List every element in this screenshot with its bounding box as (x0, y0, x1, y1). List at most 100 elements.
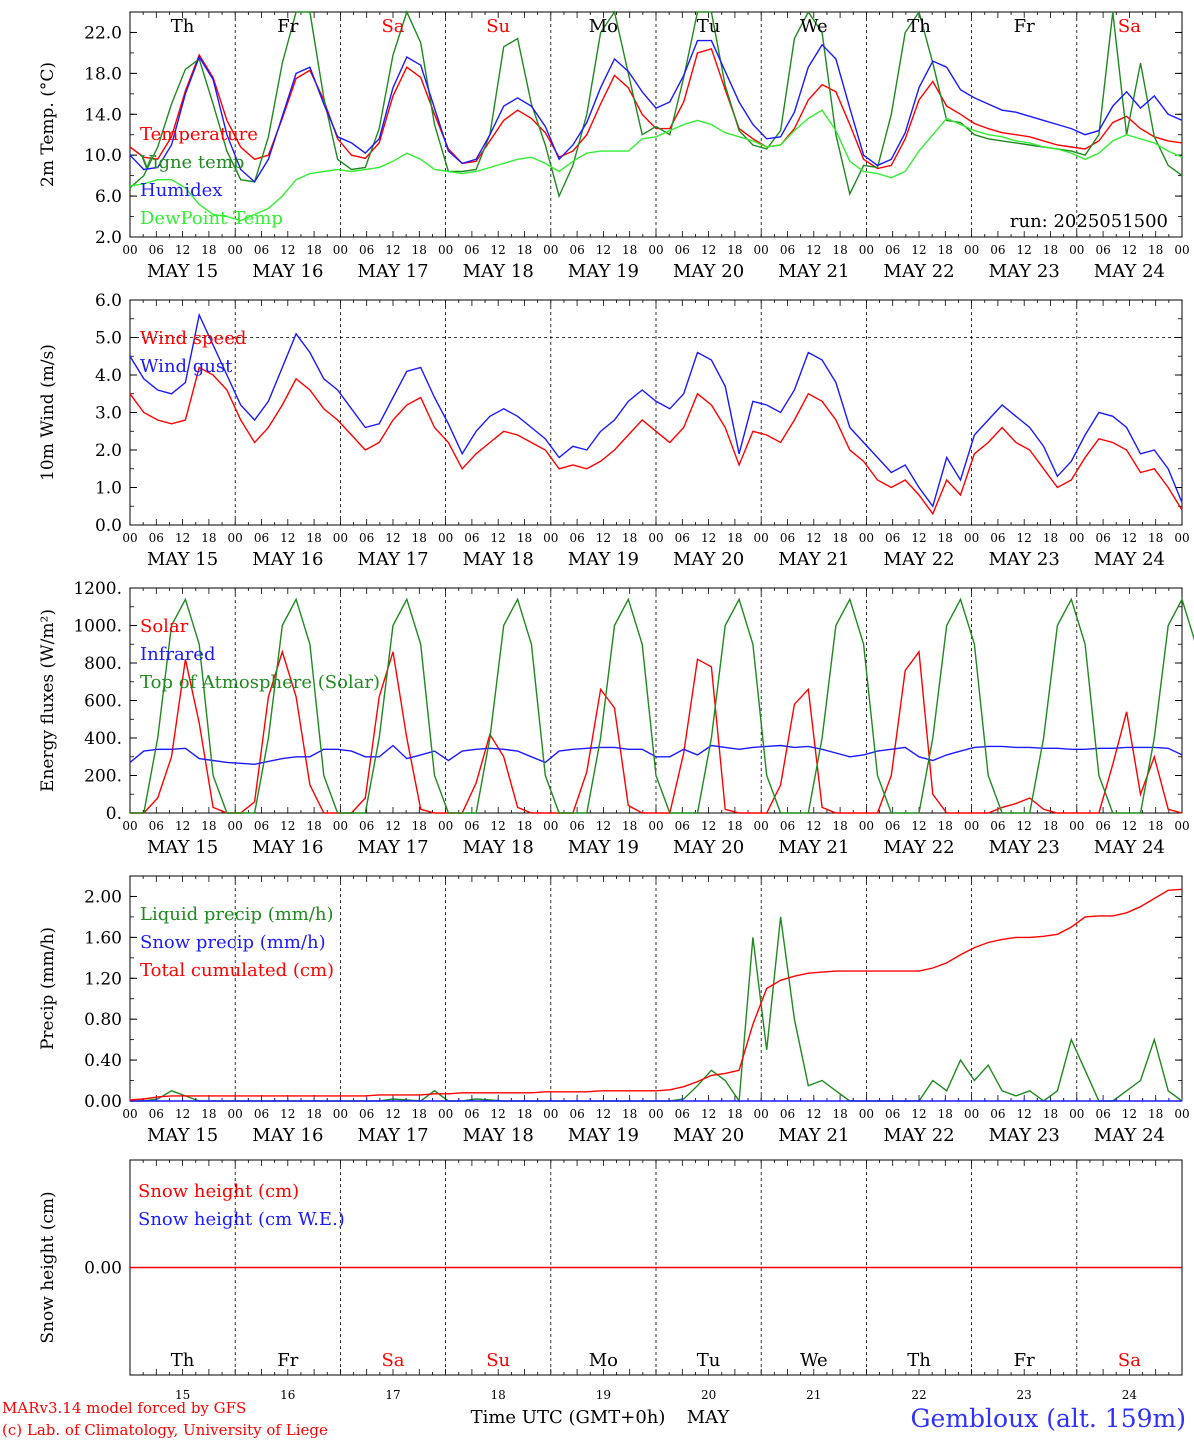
month-label: MAY (687, 1407, 731, 1428)
date-label: MAY 22 (883, 837, 954, 858)
hour-label: 18 (727, 531, 742, 545)
hour-label: 06 (990, 531, 1005, 545)
legend-entry: Solar (140, 616, 189, 637)
hour-label: 00 (859, 819, 874, 833)
hour-label: 00 (859, 243, 874, 257)
hour-label: 18 (517, 1107, 532, 1121)
hour-label: 00 (333, 531, 348, 545)
hour-label: 00 (543, 1107, 558, 1121)
day-of-week-label: Sa (1118, 16, 1141, 37)
day-number-label: 15 (175, 1388, 190, 1402)
date-label: MAY 18 (463, 1125, 534, 1146)
hour-label: 18 (622, 243, 637, 257)
hour-label: 00 (648, 243, 663, 257)
hour-label: 00 (859, 531, 874, 545)
hour-label: 06 (1095, 243, 1110, 257)
y-tick-label: 0.80 (84, 1010, 122, 1030)
hour-label: 18 (938, 531, 953, 545)
y-axis-label: Precip (mm/h) (38, 927, 58, 1050)
hour-label: 12 (911, 531, 926, 545)
hour-label: 00 (964, 1107, 979, 1121)
panel-5 (129, 1159, 1183, 1376)
date-label: MAY 19 (568, 549, 639, 570)
hour-label: 18 (306, 243, 321, 257)
hour-label: 18 (832, 1107, 847, 1121)
hour-label: 12 (806, 1107, 821, 1121)
hour-label: 12 (385, 531, 400, 545)
date-label: MAY 16 (252, 261, 323, 282)
hour-label: 06 (780, 1107, 795, 1121)
series-line-solar (130, 649, 1183, 814)
hour-label: 06 (885, 243, 900, 257)
hour-label: 06 (1095, 531, 1110, 545)
date-label: MAY 23 (989, 837, 1060, 858)
hour-label: 18 (727, 819, 742, 833)
hour-label: 00 (543, 243, 558, 257)
hour-label: 06 (675, 243, 690, 257)
hour-label: 12 (175, 819, 190, 833)
y-tick-label: 14.0 (84, 105, 122, 125)
legend-entry: Top of Atmosphere (Solar) (140, 672, 380, 693)
hour-label: 00 (122, 819, 137, 833)
hour-label: 00 (1174, 1107, 1189, 1121)
legend-entry: Snow height (cm) (138, 1181, 299, 1202)
hour-label: 06 (990, 1107, 1005, 1121)
hour-label: 00 (964, 819, 979, 833)
legend-entry: Humidex (140, 180, 222, 201)
date-label: MAY 17 (357, 1125, 428, 1146)
hour-label: 00 (1174, 819, 1189, 833)
hour-label: 06 (464, 243, 479, 257)
hour-label: 12 (806, 819, 821, 833)
panel-4 (129, 875, 1183, 1104)
hour-label: 18 (622, 1107, 637, 1121)
hour-label: 06 (254, 1107, 269, 1121)
hour-label: 06 (359, 243, 374, 257)
legend-entry: Snow precip (mm/h) (140, 932, 326, 953)
day-of-week-label: We (800, 16, 828, 37)
hour-label: 06 (569, 243, 584, 257)
hour-label: 18 (1043, 243, 1058, 257)
day-number-label: 17 (385, 1388, 400, 1402)
date-label: MAY 23 (989, 549, 1060, 570)
day-of-week-label: Tu (697, 16, 721, 37)
hour-label: 18 (517, 243, 532, 257)
date-label: MAY 20 (673, 549, 744, 570)
date-label: MAY 19 (568, 837, 639, 858)
y-tick-label: 0.00 (84, 1092, 122, 1112)
hour-label: 00 (438, 243, 453, 257)
date-label: MAY 18 (463, 837, 534, 858)
legend-entry: Infrared (140, 644, 215, 665)
day-of-week-label: We (800, 1350, 828, 1371)
day-of-week-label: Th (171, 1350, 195, 1371)
y-tick-label: 6.0 (95, 187, 122, 207)
hour-label: 18 (938, 243, 953, 257)
hour-label: 12 (1122, 243, 1137, 257)
date-label: MAY 20 (673, 1125, 744, 1146)
hour-label: 06 (359, 531, 374, 545)
plot-frame (129, 11, 1183, 238)
hour-label: 06 (1095, 1107, 1110, 1121)
hour-label: 12 (491, 1107, 506, 1121)
hour-label: 12 (491, 243, 506, 257)
date-label: MAY 24 (1094, 549, 1165, 570)
hour-label: 00 (228, 531, 243, 545)
y-tick-label: 4.0 (95, 366, 122, 386)
hour-label: 12 (1122, 531, 1137, 545)
hour-label: 18 (412, 1107, 427, 1121)
y-tick-label: 22.0 (84, 23, 122, 43)
hour-label: 12 (911, 819, 926, 833)
y-tick-label: 2.0 (95, 228, 122, 248)
hour-label: 00 (333, 819, 348, 833)
day-of-week-label: Mo (589, 1350, 618, 1371)
date-label: MAY 22 (883, 261, 954, 282)
hour-label: 18 (201, 531, 216, 545)
hour-label: 06 (780, 819, 795, 833)
y-tick-label: 0.0 (95, 516, 122, 536)
hour-label: 00 (648, 1107, 663, 1121)
panel-2 (129, 299, 1183, 526)
hour-label: 06 (149, 819, 164, 833)
day-of-week-label: Mo (589, 16, 618, 37)
date-label: MAY 24 (1094, 1125, 1165, 1146)
hour-label: 00 (122, 531, 137, 545)
day-number-label: 21 (806, 1388, 821, 1402)
